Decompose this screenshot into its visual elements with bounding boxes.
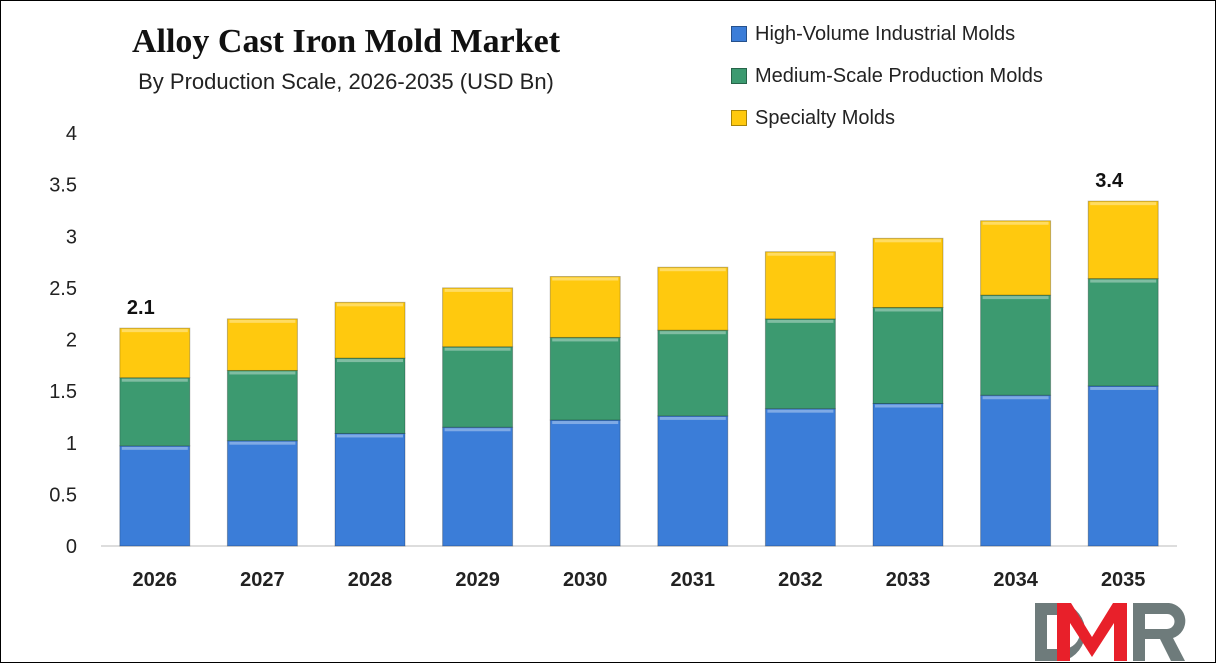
bar-segment [980,394,1052,547]
x-tick-label: 2034 [993,569,1038,591]
bar-segment [1087,278,1159,387]
bar-segment [764,408,836,547]
y-tick-label: 1 [66,433,77,455]
x-tick-label: 2026 [133,569,178,591]
bar-segment [980,294,1052,396]
bar-bevel [337,434,403,438]
chart-title: Alloy Cast Iron Mold Market [131,23,561,60]
y-tick-label: 0.5 [49,484,77,506]
bar-bevel [337,303,403,307]
y-tick-label: 2 [66,330,77,352]
bar-bevel [229,371,296,375]
bar-bevel [659,416,726,420]
bar-segment [549,336,621,421]
bar-segment [226,369,298,442]
bar-segment [226,318,298,371]
x-tick-label: 2027 [240,569,285,591]
bar-bevel [875,239,941,243]
bar-segment [334,301,406,359]
bar-segment [872,306,944,405]
x-tick-label: 2033 [886,569,931,591]
bar-segment [334,357,406,434]
y-tick-label: 2.5 [49,278,77,300]
legend-swatch [731,26,747,42]
legend-item-medium-scale: Medium-Scale Production Molds [731,55,1043,97]
bar-bevel [444,288,511,292]
bar-segment [119,445,191,547]
bar-bevel [121,378,188,382]
bar-segment [872,237,944,308]
bar-bevel [875,404,941,408]
bar-bevel [875,308,941,312]
bar-bevel [982,296,1049,300]
bar-bevel [229,441,296,445]
bar-segment [764,251,836,320]
x-tick-label: 2031 [671,569,716,591]
bar-segment [549,276,621,338]
bar-bevel [1090,279,1157,283]
y-tick-label: 3.5 [49,175,77,197]
bar-bevel [1090,202,1157,206]
legend: High-Volume Industrial Molds Medium-Scal… [731,13,1043,139]
bar-bevel [982,221,1049,225]
x-tick-label: 2028 [348,569,393,591]
bar-segment [442,426,514,547]
legend-label: High-Volume Industrial Molds [755,22,1016,45]
bar-segment [119,327,191,379]
bar-segment [657,415,729,547]
bar-bevel [767,319,834,323]
bar-segment [872,403,944,547]
bar-segment [334,432,406,547]
bar-bevel [767,252,834,256]
bar-segment [657,266,729,331]
y-tick-label: 4 [66,123,77,145]
legend-swatch [731,68,747,84]
bar-bevel [552,277,619,281]
bar-segment [442,287,514,348]
bar-bevel [229,319,296,323]
legend-label: Medium-Scale Production Molds [755,64,1043,87]
legend-item-high-volume: High-Volume Industrial Molds [731,13,1043,55]
chart-subtitle: By Production Scale, 2026-2035 (USD Bn) [138,69,554,94]
data-label: 3.4 [1095,170,1124,192]
data-label: 2.1 [127,297,155,319]
bar-segment [226,440,298,547]
bar-segment [119,377,191,447]
bar-bevel [444,347,511,351]
bar-bevel [121,446,188,450]
y-tick-label: 1.5 [49,381,77,403]
dmr-logo [1035,603,1186,661]
bar-bevel [552,338,619,342]
legend-item-specialty: Specialty Molds [731,97,1043,139]
bar-segment [980,220,1052,296]
legend-swatch [731,110,747,126]
bar-bevel [1090,386,1157,390]
bar-bevel [659,268,726,272]
bar-segment [657,329,729,417]
bar-bevel [552,421,619,425]
bar-bevel [982,396,1049,400]
x-tick-label: 2029 [455,569,500,591]
x-tick-label: 2035 [1101,569,1146,591]
y-tick-label: 0 [66,536,77,558]
bar-segment [1087,200,1159,280]
y-tick-label: 3 [66,226,77,248]
bar-segment [764,318,836,410]
bar-bevel [121,329,188,333]
x-tick-label: 2030 [563,569,608,591]
bar-bevel [659,331,726,335]
bar-bevel [444,428,511,432]
x-tick-label: 2032 [778,569,823,591]
bar-segment [442,346,514,428]
legend-label: Specialty Molds [755,106,896,129]
bar-segment [1087,385,1159,547]
bar-bevel [337,359,403,363]
bar-segment [549,419,621,547]
bar-bevel [767,409,834,413]
